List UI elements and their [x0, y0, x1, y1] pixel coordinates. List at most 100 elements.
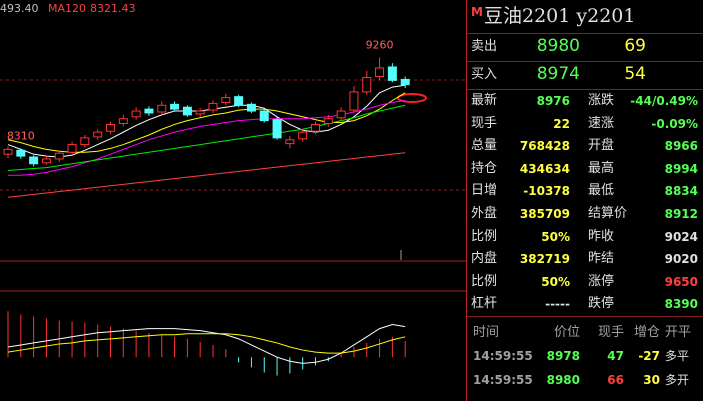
highlight-ring [397, 93, 427, 103]
stat-label: 内盘 [471, 251, 498, 267]
candle-body [41, 158, 51, 164]
candle-body [285, 139, 295, 145]
candle-body [182, 106, 192, 116]
book-label: 卖出 [471, 39, 498, 54]
candle-body [3, 148, 13, 155]
stat-label: 速涨 [588, 115, 615, 131]
candle-body [221, 97, 231, 103]
trade-cell: 66 [607, 373, 624, 387]
trade-cell: 14:59:55 [473, 349, 533, 363]
candle-body [118, 118, 128, 125]
mark: M [471, 5, 483, 19]
stat-value: 50% [541, 229, 570, 244]
candle-body [311, 123, 320, 132]
trade-cell: 多开 [665, 373, 690, 387]
quote-title: 豆油2201 y2201 [484, 5, 636, 27]
stat-value: 8976 [536, 94, 570, 108]
candle-body [362, 77, 372, 93]
stat-label: 外盘 [471, 206, 498, 221]
stat-label: 涨停 [588, 273, 615, 289]
book-label: 买入 [471, 67, 498, 82]
candle-body [234, 96, 244, 106]
stat-value: 22 [553, 116, 570, 131]
stat-value: 50% [541, 274, 570, 289]
stat-value: 8912 [664, 207, 698, 221]
macd-line [7, 324, 406, 364]
candle-body [93, 131, 103, 138]
stat-label: 现手 [471, 115, 498, 131]
candle-body [246, 103, 256, 112]
stat-label: 持仓 [471, 160, 498, 176]
candle-body [67, 144, 77, 153]
ma-label: MA120 [48, 2, 86, 15]
candle-body [144, 108, 154, 114]
stat-value: 434634 [519, 161, 570, 176]
trade-cell: 14:59:55 [473, 373, 533, 387]
extreme-label: 8310 [7, 129, 35, 142]
candle-body [272, 119, 282, 139]
stat-value: 9020 [664, 252, 698, 267]
candle-body [195, 110, 205, 115]
stat-label: 涨跌 [588, 93, 615, 108]
candle-body [16, 149, 26, 157]
stat-value: -0.09% [651, 116, 698, 131]
book-price: 8974 [536, 64, 580, 84]
trade-cell: 30 [643, 373, 660, 387]
book-volume: 54 [624, 64, 646, 84]
candle-body [208, 102, 218, 111]
stat-label: 日增 [471, 183, 498, 199]
stat-label: 结算价 [588, 206, 628, 221]
macd-line [7, 333, 406, 354]
ma-line [7, 104, 406, 171]
ma-value: 8321.43 [90, 2, 136, 15]
stat-value: ----- [545, 297, 570, 312]
candle-body [375, 67, 385, 78]
candle-body [54, 152, 64, 160]
candle-body [336, 110, 346, 119]
extreme-label: 9260 [366, 38, 394, 51]
row-line [467, 316, 703, 317]
trade-header: 现手 [597, 325, 624, 340]
row-line [467, 61, 703, 62]
candle-body [170, 103, 180, 110]
candle-body [387, 66, 397, 81]
trade-cell: 8980 [546, 373, 580, 387]
candle-body [131, 110, 141, 118]
stat-label: 最高 [588, 160, 615, 176]
stat-label: 比例 [471, 228, 498, 244]
trade-header: 价位 [553, 325, 580, 340]
stat-label: 最新 [471, 93, 498, 108]
stat-value: 8834 [664, 184, 698, 199]
stat-value: 9650 [664, 274, 698, 289]
candle-body [259, 110, 269, 122]
candle-body [80, 137, 90, 146]
candle-body [298, 131, 308, 140]
stat-label: 跌停 [588, 296, 615, 312]
stat-label: 比例 [471, 273, 498, 289]
stat-label: 昨结 [588, 251, 615, 267]
book-volume: 69 [624, 36, 646, 56]
stat-value: 8966 [664, 139, 698, 154]
stat-value: 768428 [519, 139, 570, 154]
trade-header: 时间 [473, 325, 500, 340]
stat-label: 最低 [588, 183, 615, 199]
trade-cell: -27 [638, 349, 660, 363]
candle-body [400, 78, 410, 86]
stat-value: 8994 [664, 161, 698, 176]
trade-cell: 多平 [665, 349, 690, 363]
trade-cell: 8978 [546, 349, 580, 363]
trade-cell: 47 [607, 349, 624, 363]
stat-label: 昨收 [588, 228, 615, 244]
stat-value: -10378 [523, 184, 570, 199]
stat-label: 总量 [471, 138, 498, 154]
stat-value: 385709 [519, 207, 570, 221]
candle-body [349, 91, 359, 111]
candle-body [106, 123, 115, 132]
indicator-value: 493.40 [0, 2, 39, 15]
stat-label: 开盘 [588, 138, 615, 154]
ma-line [7, 152, 406, 198]
ma-line [7, 84, 406, 158]
trade-header: 开平 [665, 325, 692, 340]
